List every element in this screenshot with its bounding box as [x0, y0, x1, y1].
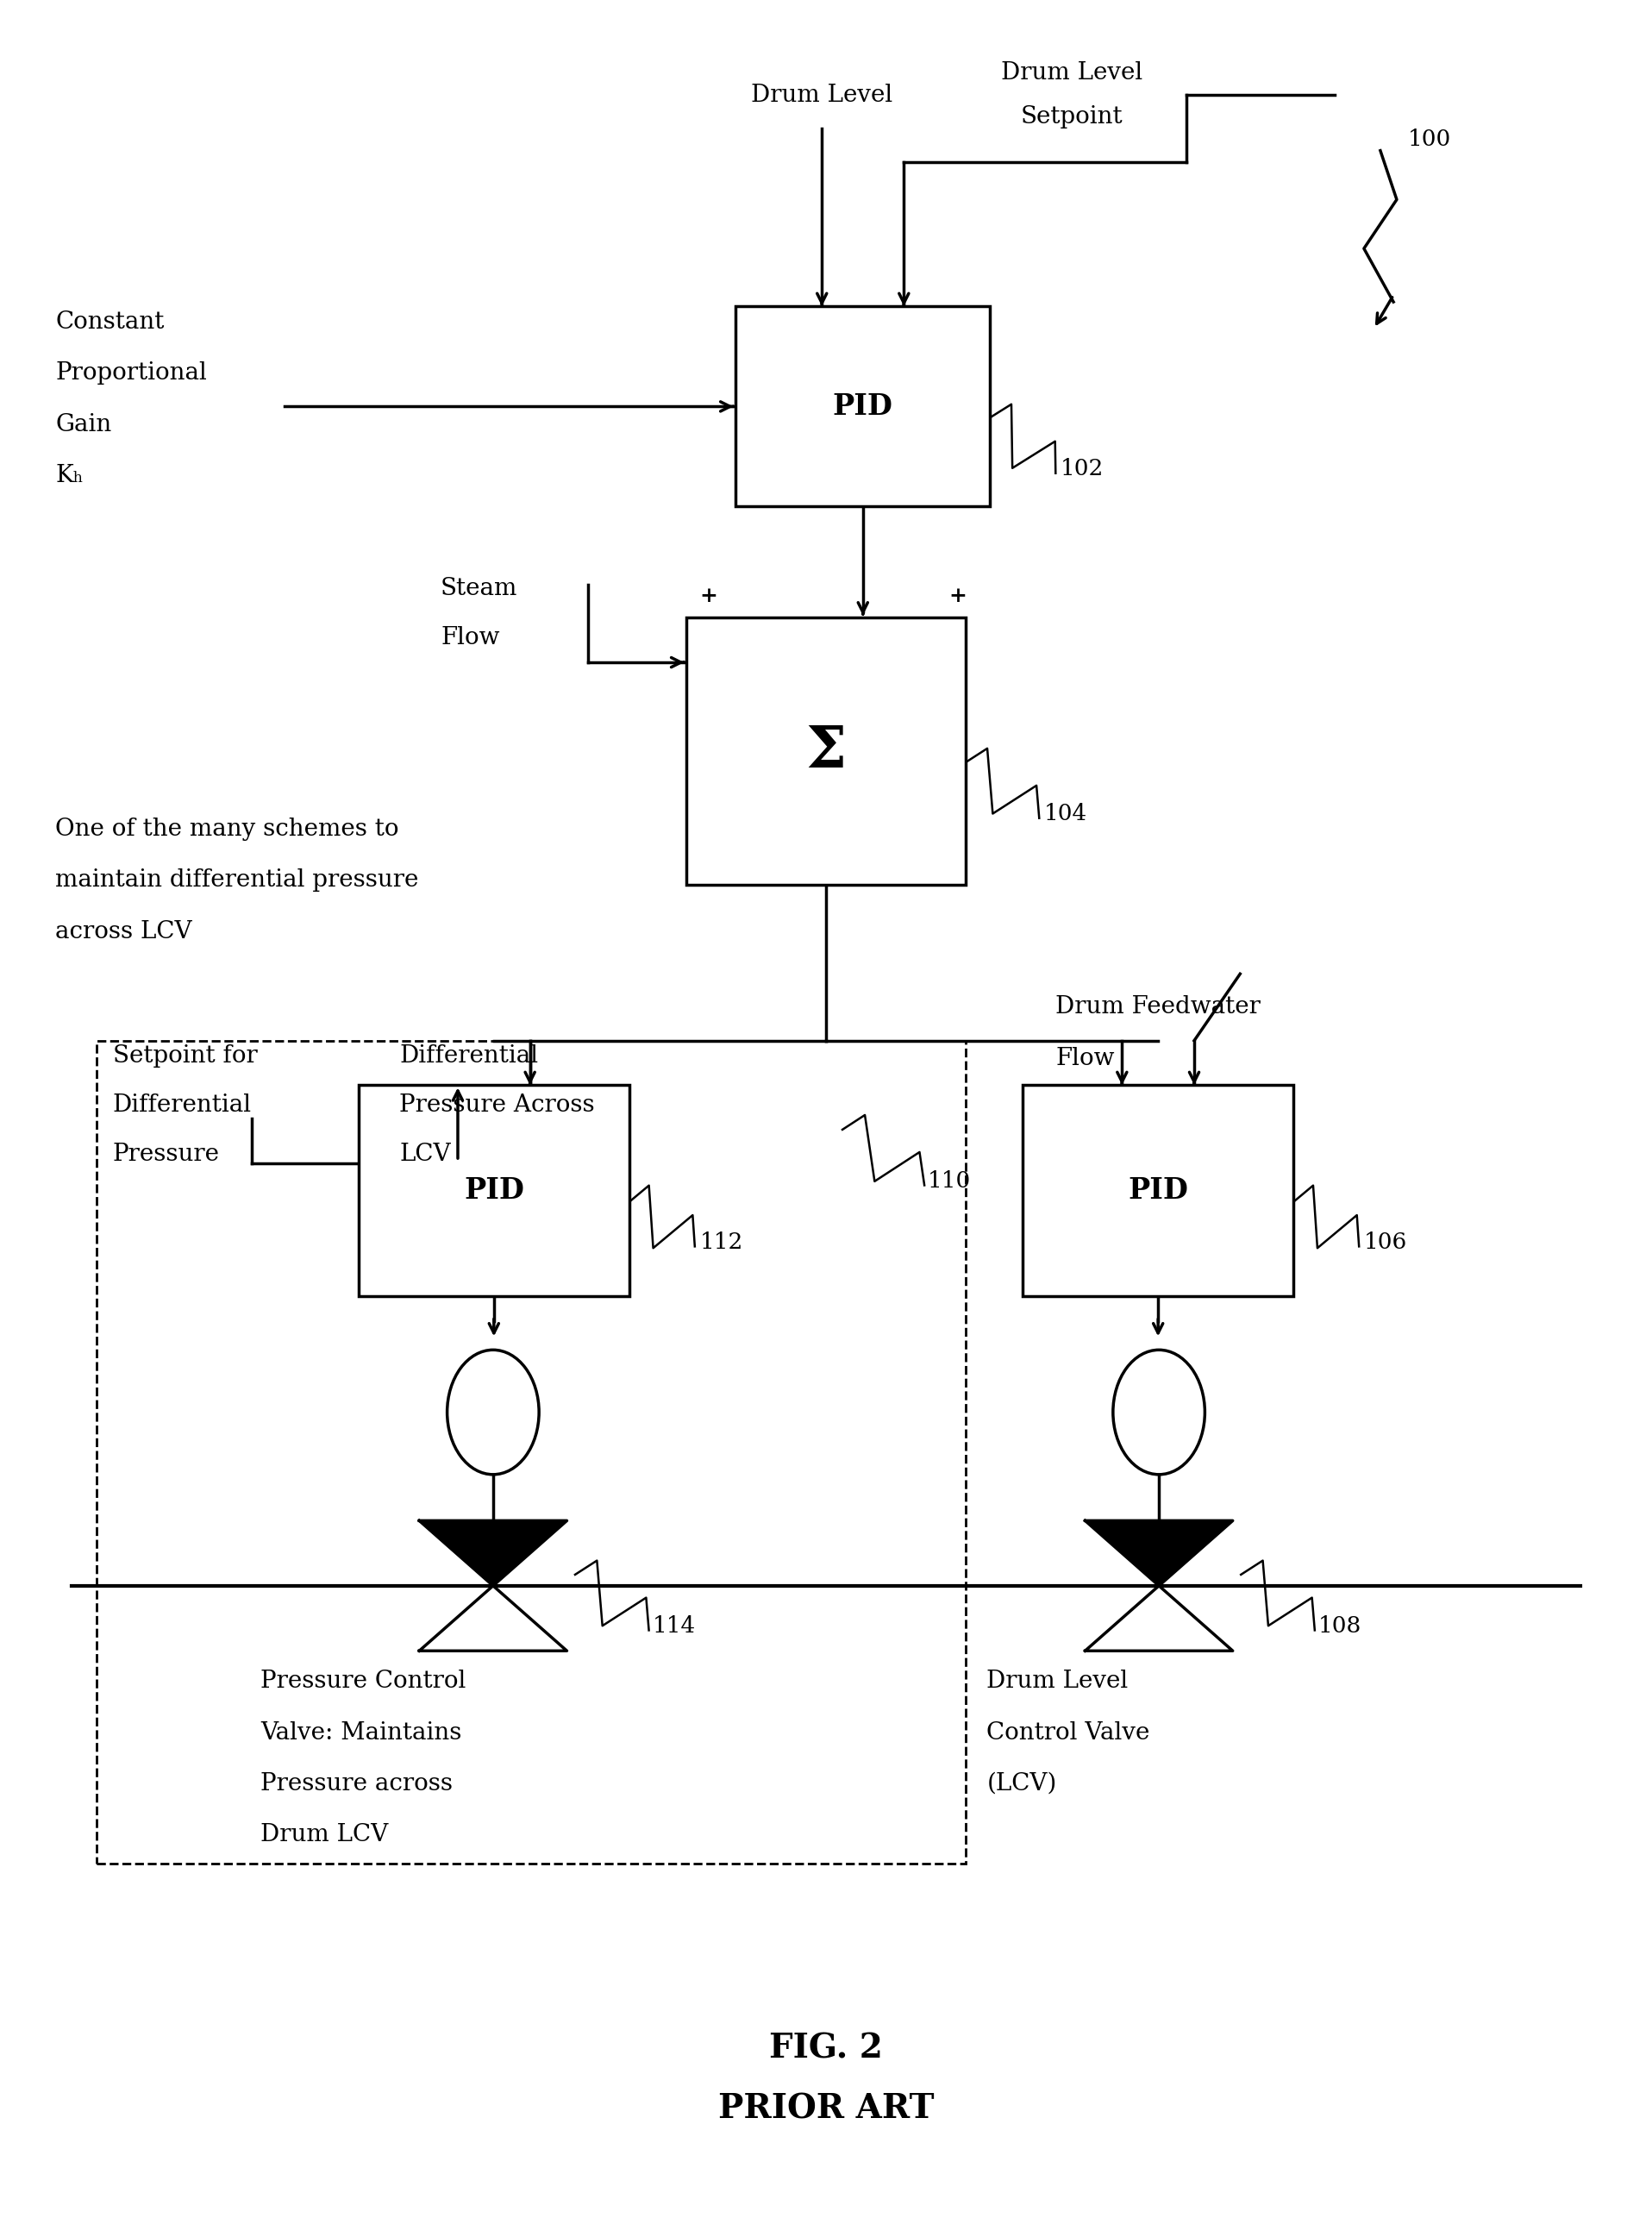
Text: Flow: Flow	[441, 626, 499, 649]
Bar	[687, 617, 965, 886]
Text: across LCV: across LCV	[55, 919, 192, 944]
Text: FIG. 2: FIG. 2	[770, 2031, 882, 2065]
Text: PID: PID	[1128, 1177, 1188, 1206]
Text: 114: 114	[653, 1615, 695, 1637]
Text: maintain differential pressure: maintain differential pressure	[55, 868, 418, 893]
Bar	[358, 1085, 629, 1297]
Text: +: +	[948, 586, 966, 606]
Text: +: +	[700, 586, 717, 606]
Text: Differential: Differential	[400, 1045, 539, 1067]
Text: 106: 106	[1365, 1230, 1408, 1253]
Text: LCV: LCV	[400, 1143, 451, 1165]
Text: 104: 104	[1044, 803, 1087, 825]
Text: Pressure Across: Pressure Across	[400, 1094, 595, 1116]
Text: Drum Level: Drum Level	[752, 83, 892, 107]
Text: PRIOR ART: PRIOR ART	[719, 2092, 933, 2125]
Text: 100: 100	[1408, 130, 1452, 150]
Text: 110: 110	[928, 1170, 971, 1192]
Text: 112: 112	[700, 1230, 743, 1253]
Bar	[735, 306, 990, 506]
Text: One of the many schemes to: One of the many schemes to	[55, 817, 398, 841]
Bar	[96, 1040, 965, 1863]
Polygon shape	[420, 1586, 567, 1651]
Text: Σ: Σ	[806, 723, 846, 778]
Text: Drum LCV: Drum LCV	[261, 1823, 388, 1846]
Text: Steam: Steam	[441, 577, 517, 600]
Text: Drum Feedwater: Drum Feedwater	[1056, 995, 1260, 1018]
Text: Setpoint: Setpoint	[1021, 105, 1123, 130]
Text: Valve: Maintains: Valve: Maintains	[261, 1720, 461, 1745]
Text: Flow: Flow	[1056, 1047, 1115, 1069]
Polygon shape	[420, 1521, 567, 1586]
Bar	[1023, 1085, 1294, 1297]
Text: 102: 102	[1061, 459, 1104, 479]
Text: PID: PID	[464, 1177, 524, 1206]
Text: Setpoint for: Setpoint for	[112, 1045, 258, 1067]
Polygon shape	[1085, 1521, 1232, 1586]
Text: Pressure Control: Pressure Control	[261, 1669, 466, 1693]
Text: Pressure: Pressure	[112, 1143, 220, 1165]
Text: PID: PID	[833, 391, 894, 421]
Text: Constant: Constant	[55, 311, 164, 333]
Text: Drum Level: Drum Level	[1001, 60, 1143, 85]
Text: Proportional: Proportional	[55, 362, 206, 385]
Text: Control Valve: Control Valve	[986, 1720, 1150, 1745]
Text: Pressure across: Pressure across	[261, 1772, 453, 1796]
Text: Gain: Gain	[55, 412, 111, 436]
Text: Drum Level: Drum Level	[986, 1669, 1128, 1693]
Text: 108: 108	[1318, 1615, 1361, 1637]
Text: (LCV): (LCV)	[986, 1772, 1057, 1796]
Text: Kₕ: Kₕ	[55, 463, 83, 488]
Text: Differential: Differential	[112, 1094, 251, 1116]
Polygon shape	[1085, 1586, 1232, 1651]
